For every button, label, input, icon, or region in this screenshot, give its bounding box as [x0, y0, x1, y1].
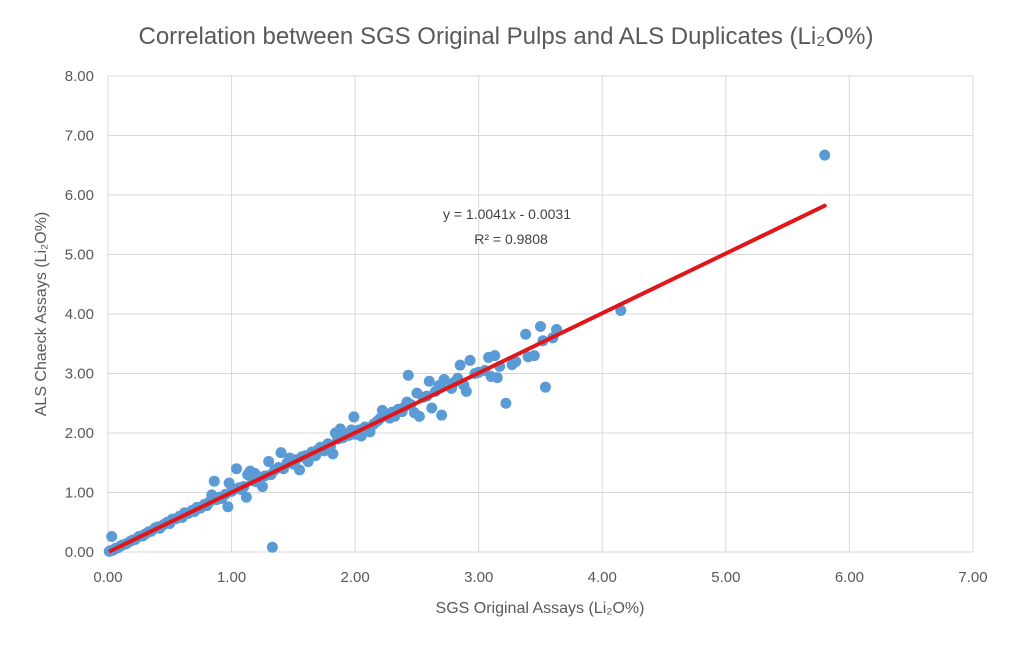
- data-point: [222, 501, 234, 513]
- data-point: [539, 381, 551, 393]
- data-point: [208, 475, 220, 487]
- data-point: [819, 149, 831, 161]
- data-point: [106, 531, 118, 543]
- y-tick-label: 7.00: [65, 128, 94, 145]
- data-point: [275, 447, 287, 459]
- x-tick-label: 4.00: [588, 569, 617, 586]
- data-point: [413, 410, 425, 422]
- x-tick-labels: 0.00 1.00 2.00 3.00 4.00 5.00 6.00 7.00: [93, 569, 987, 586]
- data-point: [240, 491, 252, 503]
- y-axis-title: ALS Chaeck Assays (Li₂O%): [33, 212, 50, 417]
- data-point: [263, 456, 275, 468]
- y-tick-label: 3.00: [65, 366, 94, 383]
- data-point: [266, 541, 278, 553]
- data-point: [535, 320, 546, 332]
- data-point: [402, 369, 414, 381]
- data-point: [294, 464, 306, 476]
- x-tick-label: 7.00: [958, 569, 987, 586]
- data-point: [510, 356, 522, 368]
- data-point: [500, 397, 512, 409]
- y-tick-label: 2.00: [65, 425, 94, 442]
- x-tick-label: 1.00: [217, 569, 246, 586]
- data-point: [231, 463, 243, 475]
- data-point: [464, 354, 476, 366]
- y-tick-label: 6.00: [65, 187, 94, 204]
- x-tick-label: 6.00: [835, 569, 864, 586]
- data-point: [489, 350, 501, 362]
- data-point: [460, 385, 472, 397]
- y-tick-label: 4.00: [65, 306, 94, 323]
- data-point: [423, 375, 435, 387]
- data-point: [256, 481, 268, 493]
- r-squared-label: R² = 0.9808: [474, 231, 548, 247]
- chart-title: Correlation between SGS Original Pulps a…: [138, 23, 873, 50]
- data-point: [327, 448, 339, 460]
- trendline-equation: y = 1.0041x - 0.0031: [443, 206, 571, 222]
- y-tick-label: 5.00: [65, 247, 94, 264]
- x-tick-label: 0.00: [93, 569, 122, 586]
- x-tick-label: 5.00: [711, 569, 740, 586]
- y-tick-label: 1.00: [65, 485, 94, 502]
- data-point: [454, 359, 466, 371]
- x-tick-label: 3.00: [464, 569, 493, 586]
- y-tick-label: 0.00: [65, 544, 94, 561]
- y-tick-label: 8.00: [65, 68, 94, 85]
- y-tick-labels: 0.00 1.00 2.00 3.00 4.00 5.00 6.00 7.00 8.00: [65, 68, 94, 561]
- x-axis-title: SGS Original Assays (Li₂O%): [436, 600, 645, 617]
- trendline: [108, 203, 827, 553]
- data-point: [528, 350, 540, 362]
- gridlines: [107, 75, 974, 553]
- x-tick-label: 2.00: [341, 569, 370, 586]
- data-point: [491, 372, 503, 384]
- data-point: [348, 411, 360, 423]
- data-point: [436, 409, 448, 421]
- data-point: [520, 328, 532, 340]
- data-point: [426, 402, 438, 414]
